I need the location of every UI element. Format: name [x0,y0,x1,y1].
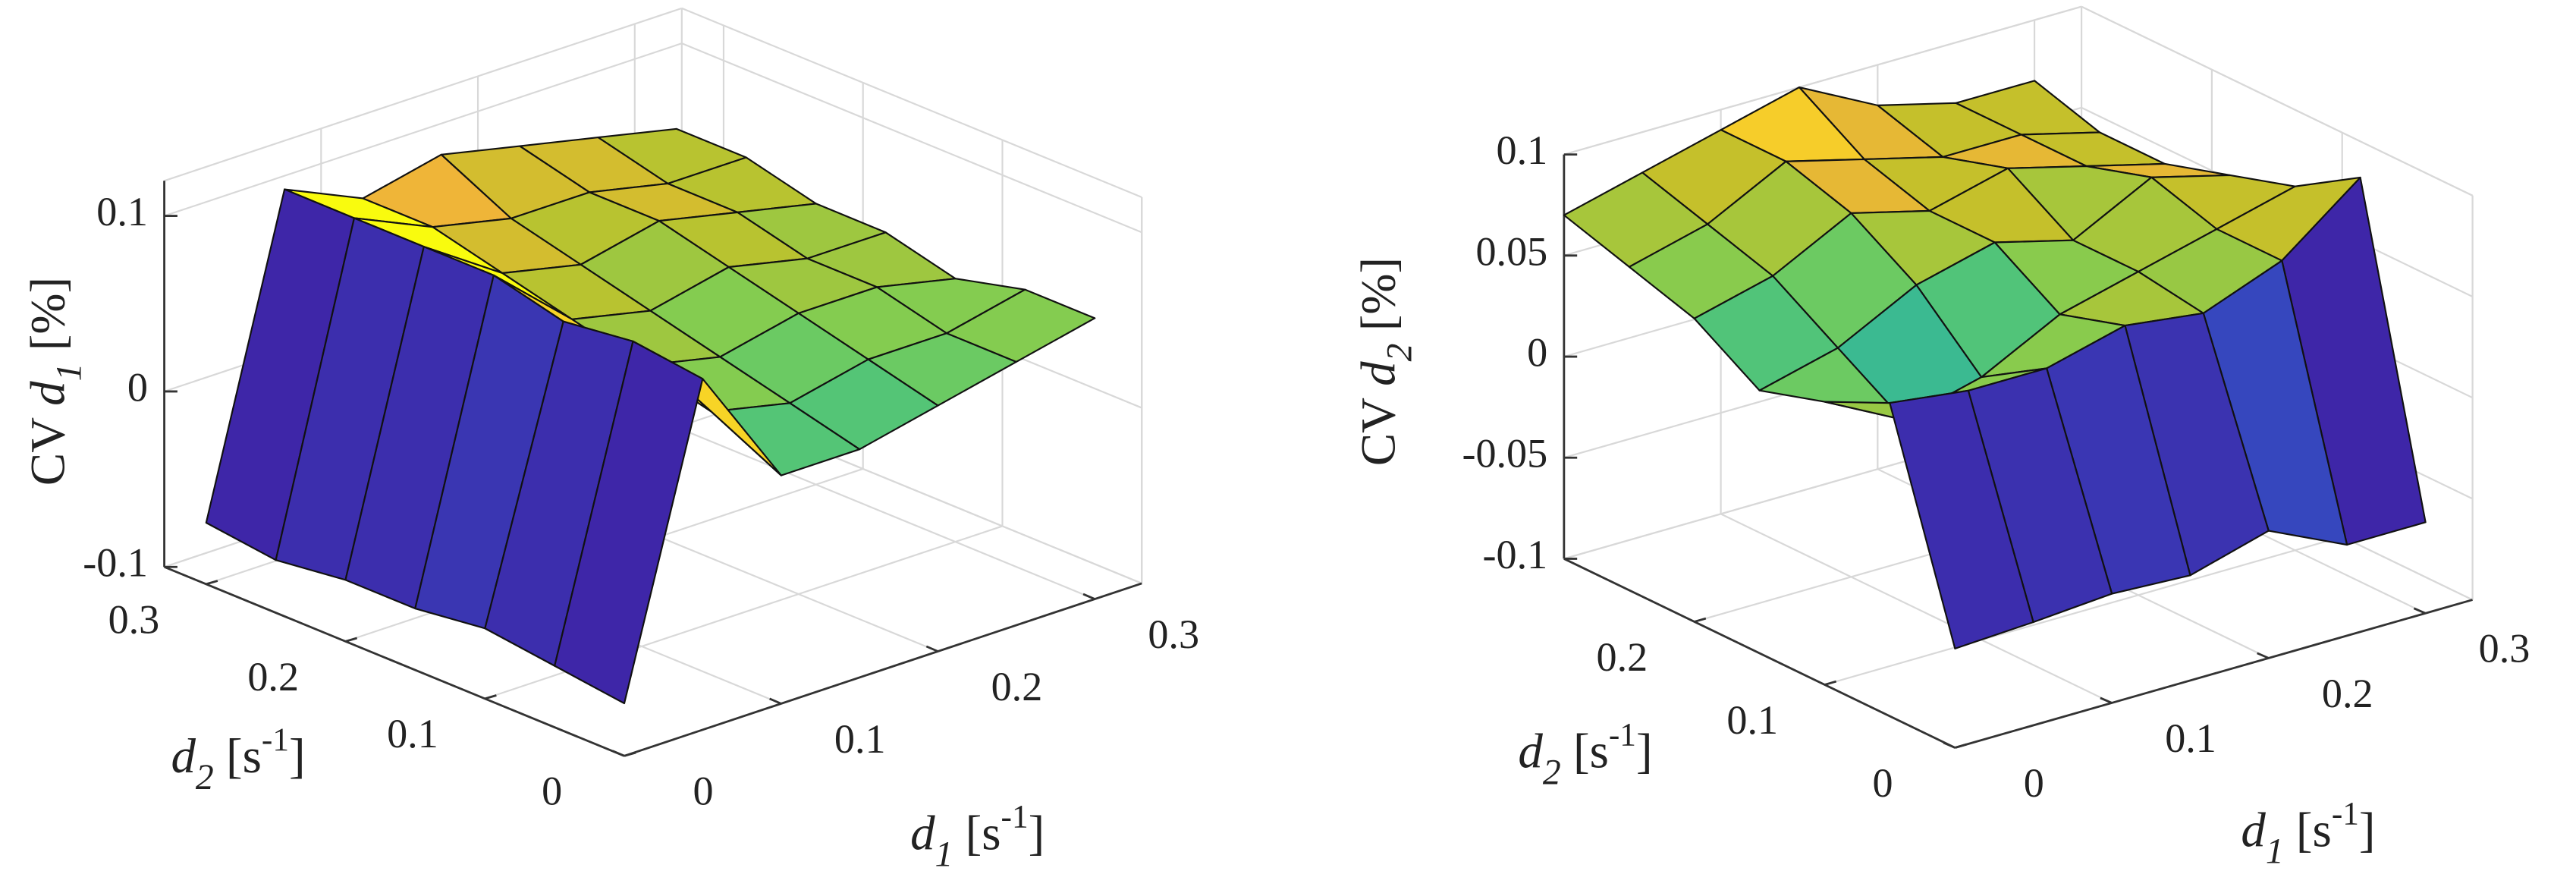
axis-label: d2 [s-1] [171,722,305,797]
x-tick-label: 0.1 [2165,715,2216,761]
label-part: 2 [196,758,214,797]
y-tick [345,637,358,643]
x-tick [2100,696,2113,704]
y-tick [206,580,218,586]
grid-line [1563,5,2082,156]
z-tick-label: 0 [127,364,148,410]
label-part: -1 [2332,795,2359,832]
z-tick-label: 0.1 [1497,127,1548,173]
surface-face [1889,389,2034,649]
y-tick-label: 0.2 [1597,634,1648,680]
label-part: 1 [935,835,953,875]
label-part: d [2241,803,2266,857]
x-tick [2257,652,2270,659]
x-tick-label: 0 [2024,760,2044,806]
label-part: 2 [1543,753,1561,792]
label-part: d [1518,724,1543,778]
label-part: CV [20,406,75,486]
x-tick [925,645,939,652]
label-part: 1 [49,363,89,382]
label-part: -1 [262,722,289,758]
label-part: ] [1636,724,1653,778]
y-tick [624,751,636,757]
label-part: [s [214,729,262,784]
x-tick-label: 0.2 [991,664,1043,709]
x-tick-label: 0.2 [2322,671,2373,716]
y-tick-label: 0 [542,769,562,814]
surface-face [554,340,704,705]
z-tick-label: -0.1 [83,540,148,586]
pane-edge [681,7,1142,198]
axis-label: d1 [s-1] [2241,795,2375,871]
label-part: ] [289,729,306,784]
y-tick-label: 0.2 [247,654,299,700]
axis-label: CV d2 [%] [1352,257,1420,466]
x-tick [2413,607,2427,615]
label-part: ] [1029,807,1045,861]
y-axis [1563,558,1956,749]
y-axis [164,565,625,757]
x-axis [624,582,1142,757]
z-tick-label: 0.05 [1475,228,1547,274]
z-tick-label: 0.1 [96,189,148,234]
x-tick-label: 0.3 [1148,612,1199,657]
x-tick-label: 0.1 [834,716,886,762]
label-part: [%] [1352,257,1406,344]
x-tick [612,750,625,757]
x-tick [1943,741,1956,749]
label-part: 1 [2266,832,2284,871]
axis-label: d2 [s-1] [1518,716,1652,792]
label-part: d [1352,361,1406,386]
label-part: d [910,807,935,861]
x-tick [1082,593,1095,600]
label-part: [s [2284,803,2332,857]
label-part: d [20,381,75,406]
x-axis [1954,599,2473,749]
grid-line [1720,513,2113,704]
grid-line [634,409,1095,600]
x-tick-label: 0 [693,769,713,814]
y-tick [1824,680,1837,686]
grid-line [1824,536,2343,686]
label-part: [s [1561,724,1609,778]
label-part: 2 [1381,344,1420,362]
y-tick-label: 0.1 [387,711,438,756]
axis-label: CV d1 [%] [20,277,89,486]
label-part: d [171,729,196,784]
x-tick-label: 0.3 [2479,626,2530,671]
grid-line [2081,5,2474,197]
y-tick-label: 0 [1872,760,1893,806]
label-part: CV [1352,386,1406,466]
grid-line [164,42,683,217]
label-part: [s [953,807,1001,861]
label-part: ] [2359,803,2376,857]
y-tick [484,694,497,700]
y-tick-label: 0.1 [1726,697,1778,743]
z-tick-label: -0.1 [1483,532,1548,577]
label-part: -1 [1609,716,1636,753]
axis-label: d1 [s-1] [910,799,1045,875]
label-part: [%] [20,277,75,363]
grid-line [681,42,1142,234]
y-tick [1954,743,1967,749]
y-tick-label: 0.3 [108,596,160,642]
z-tick-label: 0 [1527,329,1547,375]
label-part: -1 [1001,799,1029,835]
x-tick [769,697,782,705]
z-tick-label: -0.05 [1462,431,1547,476]
pane-edge [164,7,683,182]
y-tick [1694,617,1707,623]
